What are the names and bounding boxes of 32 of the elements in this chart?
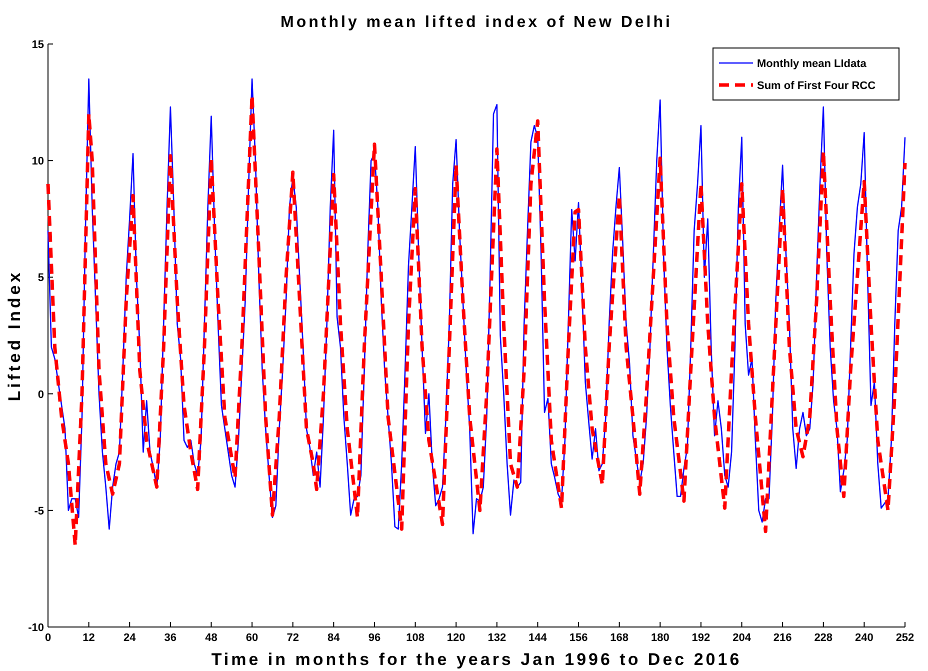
x-tick-label: 108 [406,632,424,644]
x-tick-label: 216 [773,632,792,644]
y-tick-label: 15 [32,39,44,51]
x-tick-label: 252 [896,632,914,644]
x-tick-label: 192 [692,632,710,644]
x-tick-label: 24 [123,632,137,644]
x-tick-label: 132 [488,632,506,644]
x-tick-label: 120 [446,632,466,644]
y-tick-label: -5 [34,505,44,518]
y-tick-label: 10 [32,156,44,168]
y-tick-label: -10 [28,622,44,634]
x-tick-label: 204 [732,632,752,644]
x-tick-label: 240 [855,632,874,644]
x-tick-label: 72 [286,632,299,644]
x-tick-label: 84 [328,632,341,644]
x-tick-label: 12 [82,632,95,644]
x-tick-label: 60 [246,632,258,644]
y-tick-label: 0 [38,388,44,401]
x-tick-label: 96 [368,632,381,644]
y-tick-label: 5 [38,272,44,284]
x-tick-label: 180 [650,632,670,644]
legend-label: Sum of First Four RCC [757,80,876,92]
x-tick-label: 48 [205,632,218,644]
y-axis-title: Lifted Index [5,270,24,402]
x-tick-label: 156 [569,632,588,644]
x-axis-title: Time in months for the years Jan 1996 to Dec 2016 [211,650,742,669]
x-tick-label: 168 [610,632,629,644]
x-tick-label: 144 [528,632,548,644]
x-tick-label: 36 [164,632,177,644]
legend-label: Monthly mean LIdata [757,58,868,70]
x-tick-label: 228 [814,632,833,644]
chart-title: Monthly mean lifted index of New Delhi [280,14,672,31]
